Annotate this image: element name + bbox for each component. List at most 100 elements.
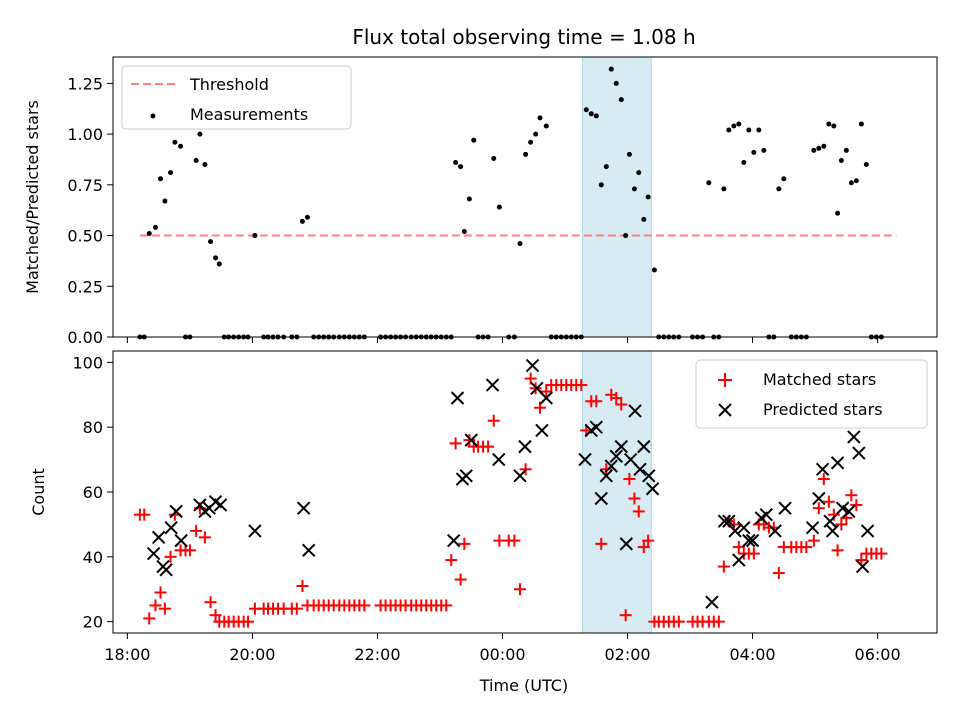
legend-predicted-label: Predicted stars [763, 400, 883, 419]
matched-star-point [445, 554, 458, 567]
predicted-star-point [847, 430, 861, 444]
matched-star-point [600, 463, 613, 476]
matched-star-point [198, 531, 211, 544]
measurement-point [168, 170, 174, 176]
top-y-ticks: 0.00 0.25 0.50 0.75 1.00 1.25 [67, 74, 113, 347]
measurement-point [299, 218, 305, 224]
predicted-star-point [768, 524, 782, 538]
matched-star-point [632, 505, 645, 518]
measurement-point [746, 127, 752, 133]
matched-star-point [154, 586, 167, 599]
top-highlight-span [582, 56, 652, 338]
measurement-point [831, 123, 837, 129]
matched-star-point [845, 489, 858, 502]
measurement-point [523, 151, 529, 157]
legend-predicted-swatch [718, 403, 732, 417]
predicted-stars-series [146, 358, 875, 609]
measurement-point [781, 176, 787, 182]
top-legend-box [121, 65, 352, 130]
measurement-point [193, 157, 199, 163]
measurement-point [252, 233, 258, 239]
matched-stars-series [133, 372, 888, 628]
predicted-star-point [604, 459, 618, 473]
predicted-star-point [705, 595, 719, 609]
measurement-point [304, 214, 310, 220]
matched-star-point [183, 544, 196, 557]
measurement-point [838, 157, 844, 163]
predicted-star-point [830, 456, 845, 470]
measurement-point [731, 123, 737, 129]
predicted-star-point [860, 524, 875, 538]
top-y-tick-label: 0.25 [67, 277, 103, 296]
measurement-point [216, 261, 222, 267]
bottom-y-tick-label: 40 [83, 548, 103, 567]
predicted-star-point [759, 507, 774, 522]
predicted-star-point [805, 520, 820, 535]
top-y-tick-label: 1.00 [67, 125, 103, 144]
predicted-star-point [447, 533, 461, 548]
top-y-axis-label: Matched/Predicted stars [23, 100, 42, 294]
measurement-point [588, 111, 594, 117]
x-tick-label: 04:00 [730, 645, 776, 664]
predicted-star-point [645, 482, 660, 496]
matched-star-point [164, 550, 177, 563]
matched-star-point [358, 599, 371, 612]
matched-star-point [875, 547, 888, 560]
measurement-point [178, 143, 184, 149]
legend-threshold-label: Threshold [189, 75, 269, 94]
predicted-star-point [628, 404, 642, 418]
measurement-point [213, 255, 219, 261]
bottom-legend: Matched stars Predicted stars [695, 359, 928, 429]
measurement-point [843, 147, 849, 153]
predicted-star-point [464, 433, 478, 447]
measurement-point [583, 107, 589, 113]
measurement-point [626, 151, 632, 157]
predicted-star-point [513, 469, 527, 483]
predicted-star-point [815, 462, 830, 477]
predicted-star-point [717, 514, 732, 528]
bottom-axes-frame [112, 350, 938, 634]
predicted-star-point [174, 533, 188, 548]
bottom-y-tick-label: 20 [83, 613, 103, 632]
measurement-point [706, 180, 712, 186]
matched-star-point [772, 567, 785, 580]
matched-star-point [623, 473, 636, 486]
measurement-point [816, 145, 822, 151]
predicted-star-point [852, 446, 866, 460]
matched-star-point [463, 434, 476, 447]
measurement-point [726, 127, 732, 133]
predicted-star-point [248, 524, 262, 538]
matched-star-point [590, 395, 603, 408]
measurement-point [756, 127, 762, 133]
measurement-point [491, 155, 497, 161]
legend-measurements-label: Measurements [190, 105, 308, 124]
measurement-point [197, 131, 203, 137]
bottom-y-tick-label: 60 [83, 483, 103, 502]
measurement-point [533, 131, 539, 137]
predicted-star-point [642, 469, 656, 483]
predicted-star-point [169, 504, 183, 519]
predicted-star-point [535, 423, 549, 438]
top-panel: 0.00 0.25 0.50 0.75 1.00 1.25 Matched/Predict… [23, 56, 938, 347]
matched-star-point [242, 615, 255, 628]
measurement-point [721, 186, 727, 192]
matched-star-point [712, 615, 725, 628]
measurement-point [453, 160, 459, 166]
predicted-star-point [732, 553, 746, 567]
predicted-star-point [146, 546, 161, 561]
measurement-point [835, 210, 841, 216]
bottom-y-ticks: 20 40 60 80 100 [72, 353, 113, 632]
measurement-point [641, 216, 647, 222]
legend-matched-swatch [718, 373, 732, 387]
predicted-star-point [151, 530, 166, 545]
matched-star-point [513, 583, 526, 596]
measurement-point [466, 196, 472, 202]
legend-matched-label: Matched stars [763, 370, 876, 389]
matched-star-point [747, 547, 760, 560]
matched-star-point [190, 524, 203, 537]
measurement-point [821, 143, 827, 149]
measurement-point [826, 121, 832, 127]
measurement-point [761, 147, 767, 153]
bottom-panel: 20 40 60 80 100 18:00 20:00 22:00 00:00 02:00 04:… [29, 350, 938, 695]
